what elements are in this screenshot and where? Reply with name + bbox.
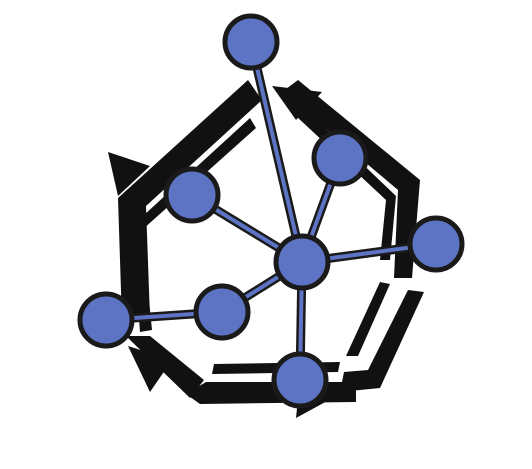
node-left xyxy=(163,166,221,224)
node-far-left xyxy=(77,291,135,349)
edge-fill-top xyxy=(249,40,304,264)
node-bottom xyxy=(271,351,329,409)
node-right xyxy=(407,215,465,273)
frame-arrow-top xyxy=(272,86,322,120)
frame-segment-right xyxy=(340,290,424,392)
node-lower-left xyxy=(193,283,251,341)
node-top xyxy=(222,13,280,71)
frame-segment-top-left xyxy=(118,80,262,322)
node-hub xyxy=(273,233,331,291)
frame-arrow-bottom-left xyxy=(128,346,172,392)
frame-inner-top-left xyxy=(132,118,256,332)
frame-arrow-left xyxy=(108,152,150,196)
network-nodes xyxy=(77,13,465,409)
frame-inner-top-right xyxy=(296,108,396,260)
frame-inner-right xyxy=(346,282,390,356)
node-upper-right xyxy=(311,129,369,187)
